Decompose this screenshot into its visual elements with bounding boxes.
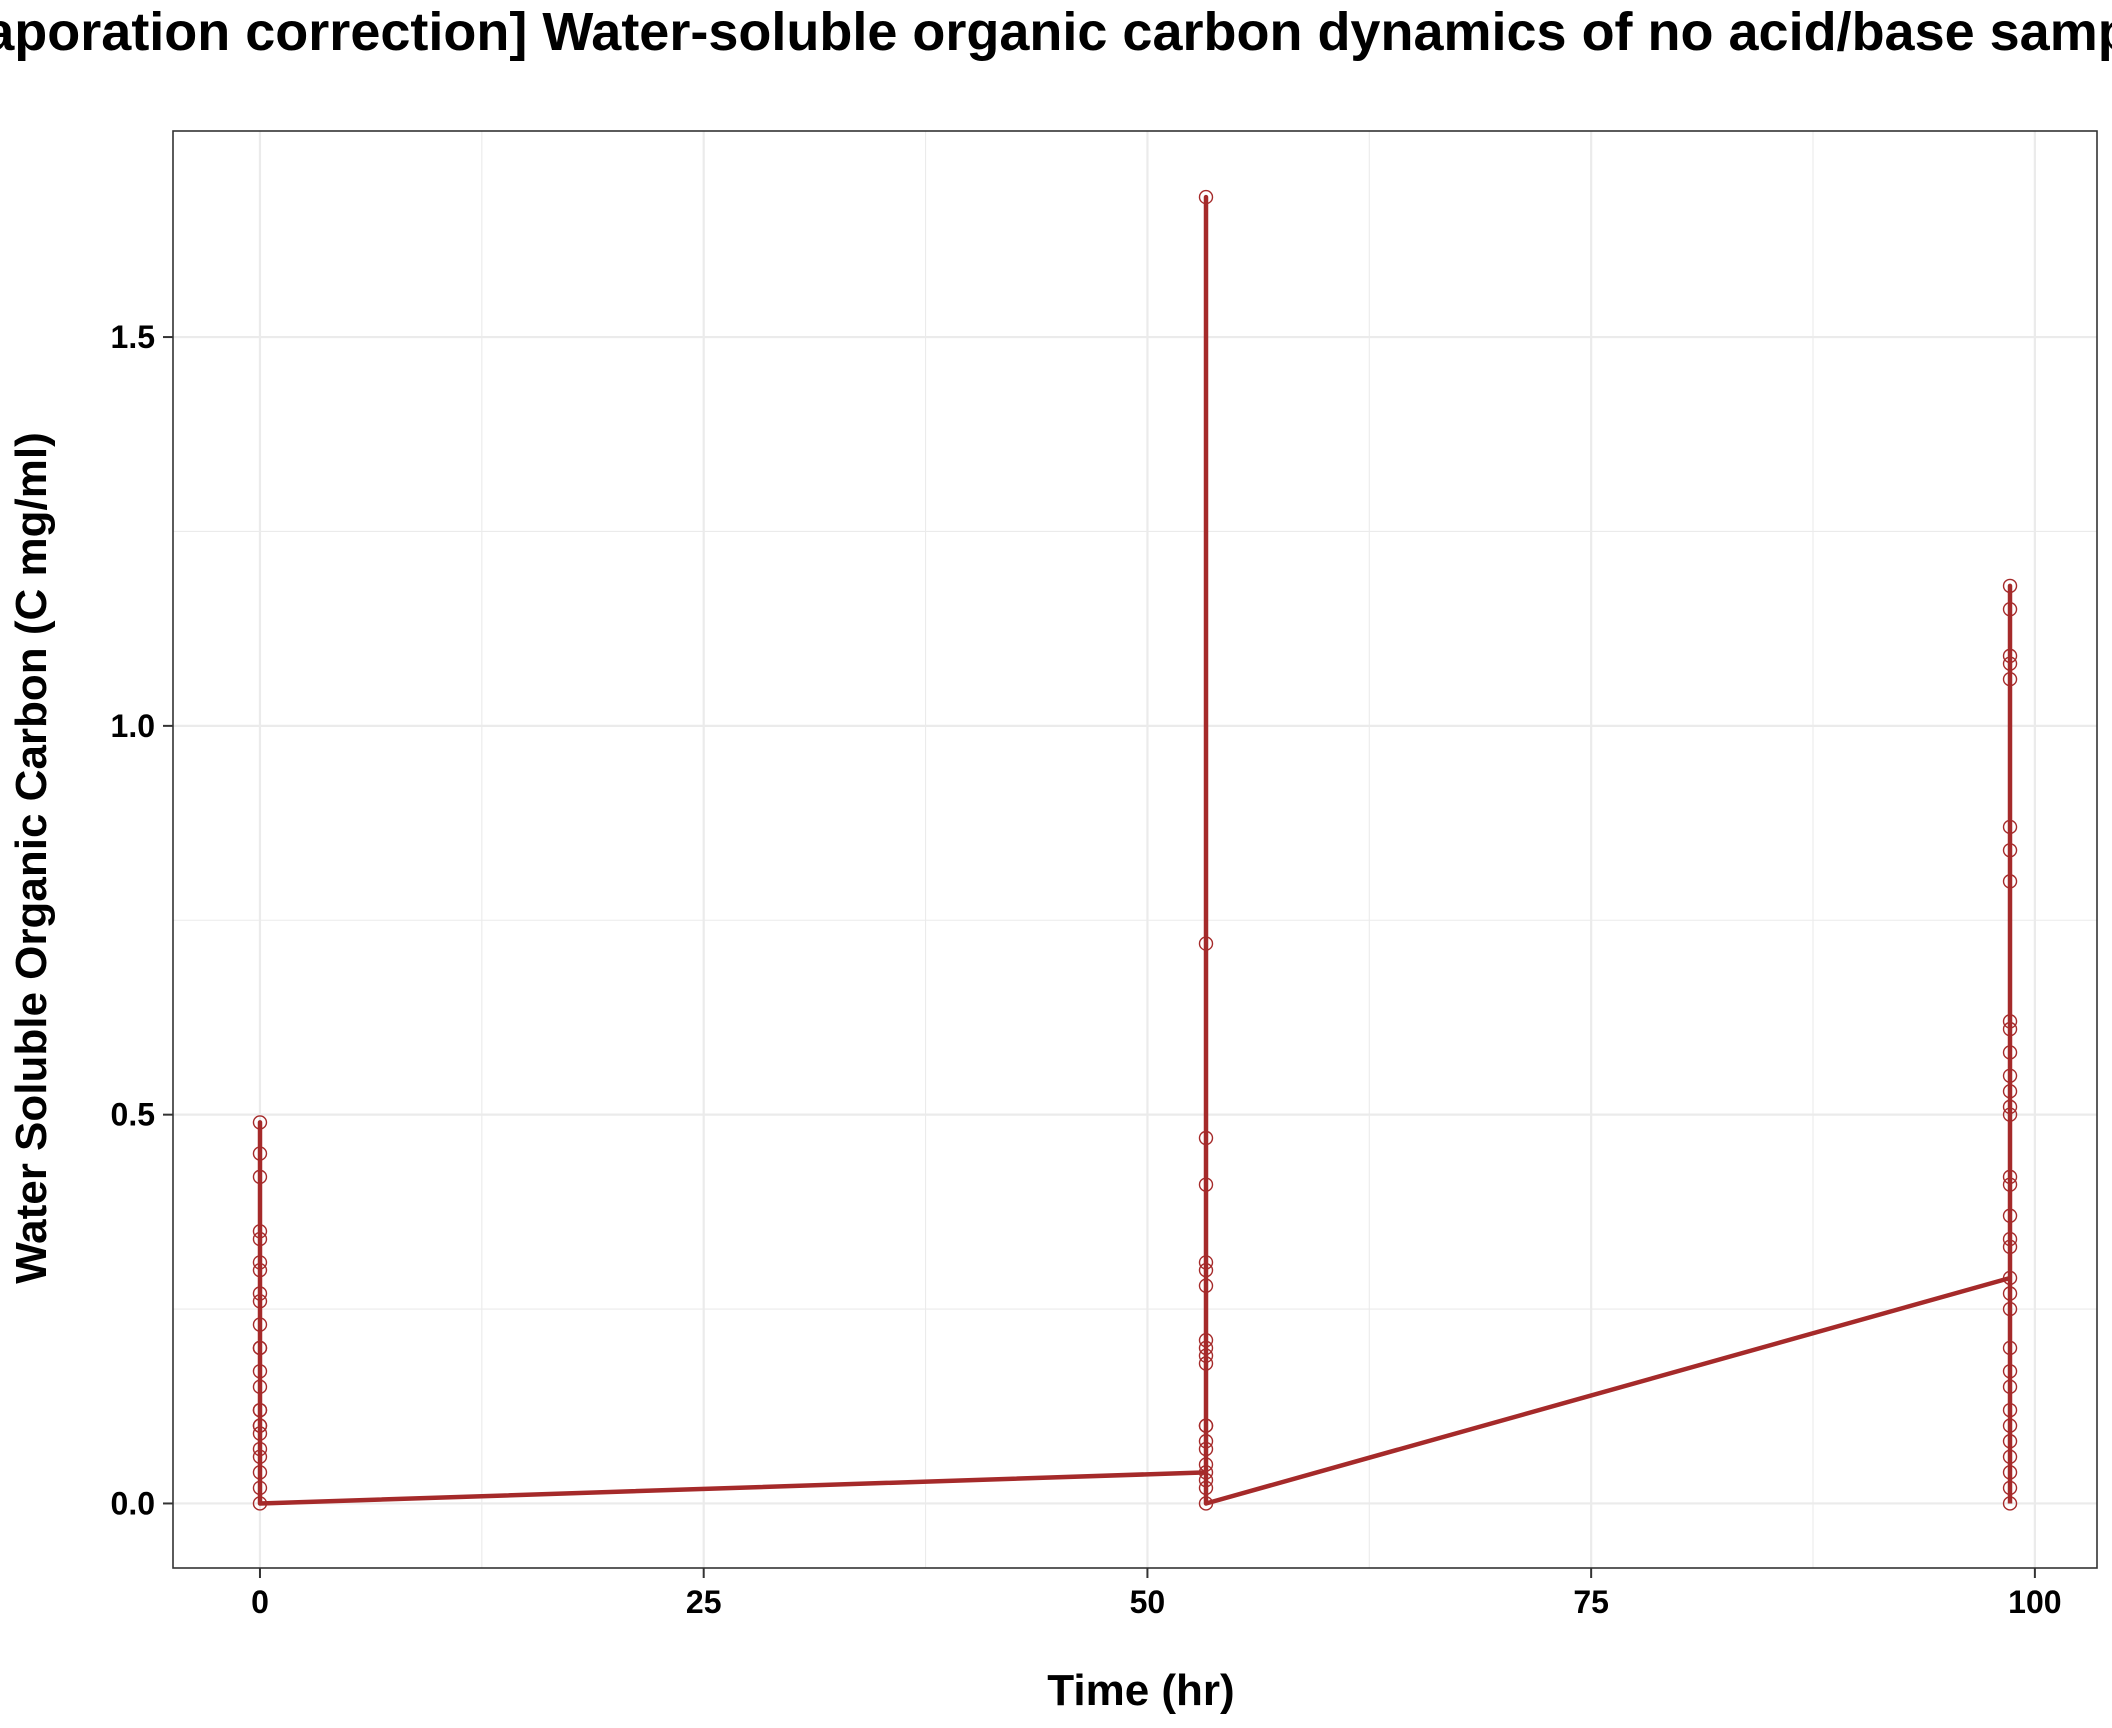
x-axis-ticks: 0 25 50 75 100 [251, 1568, 2062, 1620]
x-tick-label: 25 [686, 1584, 722, 1620]
y-tick-label: 0.5 [111, 1097, 155, 1133]
x-tick-label: 75 [1573, 1584, 1609, 1620]
plot-frame [172, 130, 2098, 1569]
y-tick-label: 0.0 [111, 1485, 155, 1521]
y-tick-label: 1.5 [111, 319, 155, 355]
data-series [252, 189, 2018, 1511]
grid-lines [173, 131, 2097, 1568]
y-axis-title: Water Soluble Organic Carbon (C mg/ml) [7, 432, 56, 1284]
series-line [257, 194, 2013, 1506]
x-tick-label: 50 [1130, 1584, 1166, 1620]
y-tick-label: 1.0 [111, 708, 155, 744]
x-tick-label: 100 [2008, 1584, 2061, 1620]
x-tick-label: 0 [251, 1584, 269, 1620]
x-axis-title: Time (hr) [1047, 1666, 1234, 1715]
chart-title: [evaporation correction] Water-soluble o… [0, 2, 2112, 62]
y-axis-ticks: 0.0 0.5 1.0 1.5 [111, 319, 173, 1521]
